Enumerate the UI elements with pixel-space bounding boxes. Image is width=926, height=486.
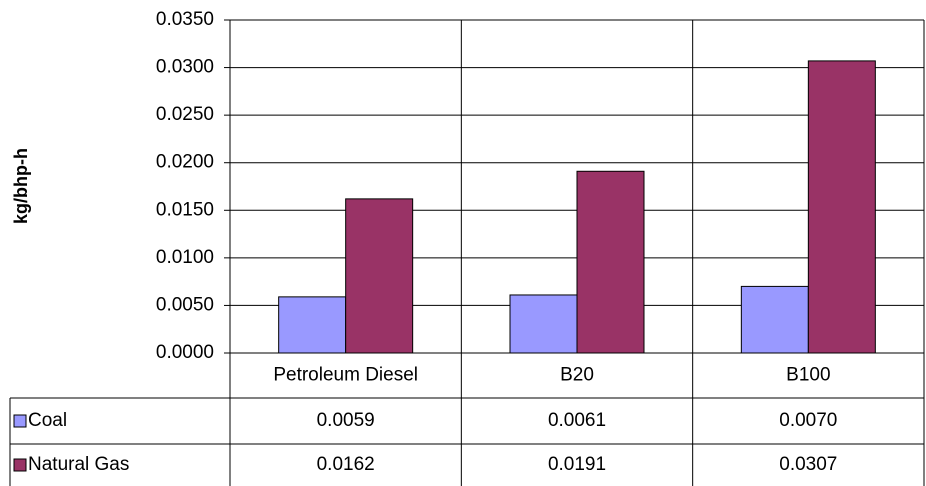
- legend-label: Coal: [28, 410, 67, 431]
- y-tick-label: 0.0150: [156, 199, 214, 220]
- table-cell: 0.0162: [317, 454, 375, 475]
- y-tick-label: 0.0050: [156, 294, 214, 315]
- bar: [576, 170, 645, 354]
- x-tick-label: Petroleum Diesel: [273, 365, 418, 386]
- y-tick-label: 0.0250: [156, 104, 214, 125]
- y-axis-label: kg/bhp-h: [11, 148, 31, 224]
- table-cell: 0.0070: [779, 410, 837, 431]
- legend-swatch: [13, 414, 27, 428]
- y-tick-label: 0.0100: [156, 247, 214, 268]
- bar: [807, 60, 876, 354]
- table-cell: 0.0191: [548, 454, 606, 475]
- table-cell: 0.0059: [317, 410, 375, 431]
- table-cell: 0.0061: [548, 410, 606, 431]
- x-tick-label: B20: [560, 365, 594, 386]
- y-tick-label: 0.0350: [156, 9, 214, 30]
- table-cell: 0.0307: [779, 454, 837, 475]
- y-tick-label: 0.0200: [156, 152, 214, 173]
- x-tick-label: B100: [786, 365, 830, 386]
- bar: [345, 198, 414, 354]
- legend-swatch: [13, 458, 27, 472]
- bar: [509, 294, 578, 354]
- bar: [278, 296, 347, 354]
- y-tick-label: 0.0300: [156, 57, 214, 78]
- bar: [740, 285, 809, 354]
- legend-label: Natural Gas: [28, 454, 129, 475]
- y-tick-label: 0.0000: [156, 342, 214, 363]
